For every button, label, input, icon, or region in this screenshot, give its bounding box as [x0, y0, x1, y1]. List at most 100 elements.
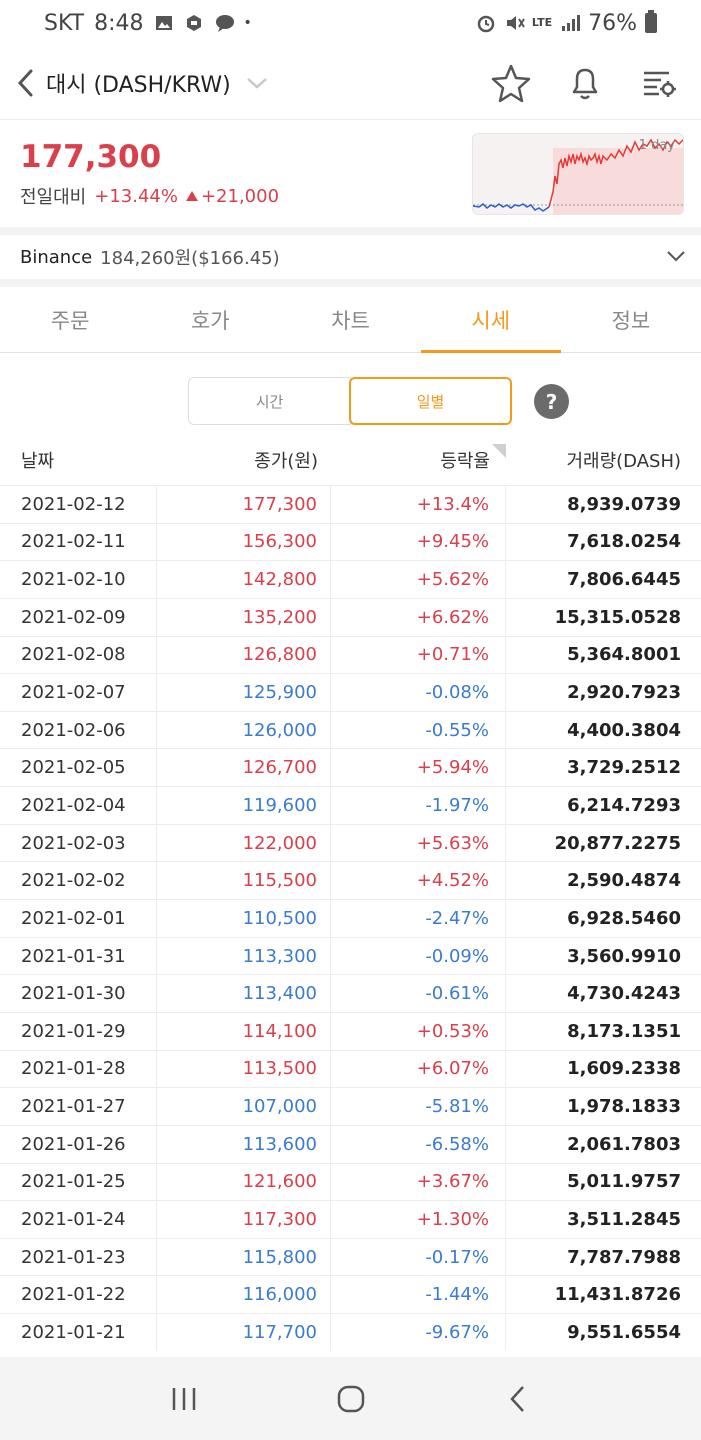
cell-volume: 6,928.5460	[567, 907, 681, 929]
cell-close: 126,800	[157, 636, 331, 674]
coin-selector-button[interactable]	[245, 70, 271, 96]
table-row: 2021-02-04 119,600 -1.97% 6,214.7293	[0, 786, 701, 824]
cell-change: -0.08%	[331, 674, 506, 711]
tab-order[interactable]: 주문	[50, 308, 90, 333]
cell-date: 2021-01-26	[0, 1125, 157, 1163]
table-row: 2021-02-11 156,300 +9.45% 7,618.0254	[0, 522, 701, 561]
table-row: 2021-02-09 135,200 +6.62% 15,315.0528	[0, 597, 701, 636]
recent-apps-button[interactable]	[159, 1374, 209, 1424]
cell-change: +1.30%	[331, 1201, 506, 1238]
table-header: 날짜 종가(원) 등락율 거래량(DASH)	[0, 440, 701, 480]
cell-close: 125,900	[157, 674, 331, 711]
cell-date: 2021-02-10	[0, 561, 157, 598]
cell-volume: 6,214.7293	[567, 794, 681, 816]
help-button[interactable]: ?	[534, 384, 569, 419]
mini-chart-line	[473, 134, 683, 214]
column-change[interactable]: 등락율	[440, 451, 490, 472]
battery-percent: 76%	[588, 10, 637, 36]
cell-change: +13.4%	[331, 486, 506, 523]
cell-close: 110,500	[157, 900, 331, 937]
cell-date: 2021-02-01	[0, 900, 157, 937]
table-row: 2021-01-21 117,700 -9.67% 9,551.6554	[0, 1313, 701, 1351]
back-button[interactable]	[6, 46, 46, 120]
home-button[interactable]	[326, 1374, 376, 1424]
cell-volume: 4,730.4243	[567, 983, 681, 1005]
tab-bar: 주문 호가 차트 시세 정보	[0, 287, 701, 353]
cell-volume: 9,551.6554	[567, 1321, 681, 1343]
cell-close: 135,200	[157, 598, 331, 636]
cell-date: 2021-01-27	[0, 1088, 157, 1125]
cell-change: +6.07%	[331, 1050, 506, 1088]
cell-close: 107,000	[157, 1088, 331, 1125]
page-title[interactable]: 대시 (DASH/KRW)	[46, 72, 231, 98]
tab-info[interactable]: 정보	[611, 308, 651, 333]
tab-orderbook[interactable]: 호가	[190, 308, 230, 333]
tab-market-price[interactable]: 시세	[420, 287, 562, 353]
price-summary: 177,300 전일대비 +13.44% +21,000 1 day	[0, 121, 701, 227]
cell-change: -0.61%	[331, 975, 506, 1012]
nav-back-button[interactable]	[493, 1374, 543, 1424]
cell-date: 2021-02-04	[0, 787, 157, 824]
alarm-clock-icon	[476, 13, 496, 33]
table-row: 2021-01-25 121,600 +3.67% 5,011.9757	[0, 1162, 701, 1201]
column-date: 날짜	[21, 451, 55, 472]
table-row: 2021-02-12 177,300 +13.4% 8,939.0739	[0, 485, 701, 523]
period-daily-button[interactable]: 일별	[349, 377, 512, 425]
cell-date: 2021-01-29	[0, 1012, 157, 1050]
table-row: 2021-02-01 110,500 -2.47% 6,928.5460	[0, 899, 701, 937]
cell-volume: 1,978.1833	[567, 1096, 681, 1118]
table-row: 2021-01-22 116,000 -1.44% 11,431.8726	[0, 1275, 701, 1314]
sort-indicator-icon	[492, 444, 506, 458]
cell-date: 2021-02-07	[0, 674, 157, 711]
divider	[0, 227, 701, 235]
cell-date: 2021-02-12	[0, 486, 157, 523]
exchange-compare-row[interactable]: Binance 184,260원($166.45)	[0, 235, 701, 279]
battery-icon	[645, 10, 657, 33]
mini-chart[interactable]: 1 day	[472, 133, 684, 215]
favorite-button[interactable]	[491, 63, 531, 103]
change-percent: +13.44%	[94, 185, 178, 207]
cell-date: 2021-02-06	[0, 711, 157, 749]
cell-date: 2021-01-22	[0, 1276, 157, 1314]
cell-close: 142,800	[157, 561, 331, 598]
recent-apps-icon	[172, 1387, 195, 1410]
cell-close: 117,700	[157, 1314, 331, 1351]
cell-close: 115,800	[157, 1238, 331, 1276]
mini-chart-period: 1 day	[638, 138, 675, 153]
cell-change: +9.45%	[331, 523, 506, 561]
cell-volume: 20,877.2275	[554, 832, 681, 854]
cell-close: 115,500	[157, 862, 331, 900]
change-amount-wrap: +21,000	[185, 186, 279, 207]
cell-volume: 2,920.7923	[567, 682, 681, 704]
tab-chart[interactable]: 차트	[331, 308, 370, 333]
chevron-left-icon	[17, 69, 33, 96]
current-price: 177,300	[20, 139, 162, 175]
daily-price-table[interactable]: 2021-02-12 177,300 +13.4% 8,939.0739 2021-02…	[0, 485, 701, 1357]
cell-change: -5.81%	[331, 1088, 506, 1125]
cell-volume: 4,400.3804	[567, 719, 681, 741]
column-volume: 거래량(DASH)	[566, 451, 681, 472]
cell-date: 2021-01-25	[0, 1163, 157, 1201]
cell-close: 116,000	[157, 1276, 331, 1314]
cell-date: 2021-02-11	[0, 523, 157, 561]
cell-volume: 3,560.9910	[567, 945, 681, 967]
period-hourly-button[interactable]: 시간	[188, 377, 351, 425]
cell-volume: 15,315.0528	[554, 606, 681, 628]
status-left: SKT 8:48 •	[44, 11, 252, 36]
table-row: 2021-02-05 126,700 +5.94% 3,729.2512	[0, 748, 701, 787]
period-toggle: 시간 일별	[188, 377, 514, 425]
cell-change: +5.94%	[331, 749, 506, 787]
cell-volume: 11,431.8726	[554, 1284, 681, 1306]
table-row: 2021-01-31 113,300 -0.09% 3,560.9910	[0, 936, 701, 975]
app-header: 대시 (DASH/KRW)	[0, 46, 701, 120]
alarm-button[interactable]	[565, 63, 605, 103]
settings-button[interactable]	[639, 63, 679, 103]
cell-close: 121,600	[157, 1163, 331, 1201]
cell-change: -1.44%	[331, 1276, 506, 1314]
cell-date: 2021-01-24	[0, 1201, 157, 1238]
gallery-icon	[154, 13, 174, 33]
status-bar: SKT 8:48 • LTE 76%	[0, 0, 701, 46]
nav-back-icon	[509, 1385, 524, 1412]
mute-icon	[504, 13, 525, 33]
cell-volume: 3,729.2512	[567, 757, 681, 779]
